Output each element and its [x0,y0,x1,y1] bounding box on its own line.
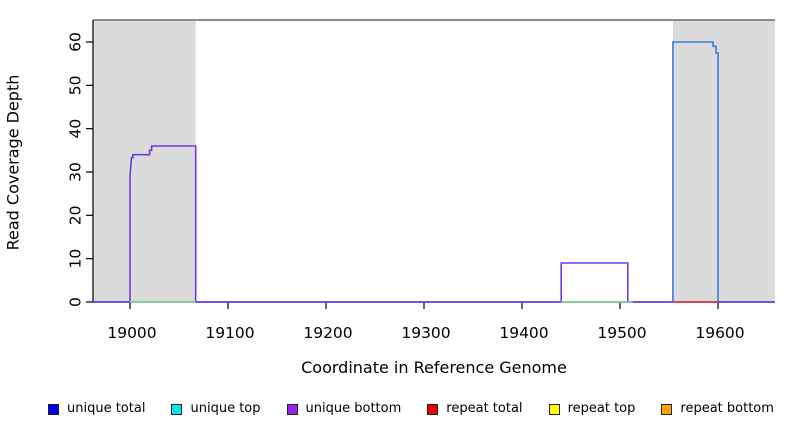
x-tick-label: 19300 [401,324,450,342]
x-tick-label: 19000 [107,324,156,342]
x-tick-label: 19200 [303,324,352,342]
y-tick-label: 50 [67,75,85,95]
legend-label: repeat total [446,401,523,416]
legend-label: unique bottom [305,401,402,416]
legend-item-repeat-top: repeat top [548,398,636,420]
legend-swatch-repeat-top [548,403,560,415]
legend-swatch-repeat-bottom [661,403,673,415]
masked-region-right [672,20,775,302]
legend-item-repeat-total: repeat total [427,398,523,420]
y-tick-label: 10 [67,249,85,269]
legend-label: repeat bottom [680,401,774,416]
legend-swatch-unique-total [48,403,59,415]
x-tick-label: 19600 [695,324,744,342]
y-axis-title: Read Coverage Depth [3,74,23,251]
series-unique-total [92,41,775,303]
legend-swatch-unique-bottom [286,403,298,415]
legend-swatch-repeat-total [427,403,439,415]
legend-item-unique-top: unique top [171,398,261,420]
series-unique-bottom [92,145,775,303]
legend-item-unique-total: unique total [48,398,145,420]
legend-item-repeat-bottom: repeat bottom [661,398,774,420]
legend-swatch-unique-top [171,403,183,415]
y-tick-label: 0 [67,297,85,307]
y-tick-label: 60 [67,32,85,52]
legend-label: unique top [190,401,261,416]
coverage-plot: 19000 19100 19200 19300 19400 19500 19600 0 10 20… [67,19,775,342]
legend: unique total unique top unique bottom repea… [48,398,774,420]
legend-label: unique total [67,401,146,416]
x-axis-title: Coordinate in Reference Genome [301,358,567,377]
legend-item-unique-bottom: unique bottom [286,398,402,420]
y-tick-label: 40 [67,119,85,139]
legend-label: repeat top [567,401,636,416]
x-tick-label: 19100 [205,324,254,342]
masked-region-left [92,20,196,302]
x-tick-label: 19400 [499,324,548,342]
y-tick-label: 20 [67,205,85,225]
y-tick-label: 30 [67,162,85,182]
x-tick-label: 19500 [597,324,646,342]
